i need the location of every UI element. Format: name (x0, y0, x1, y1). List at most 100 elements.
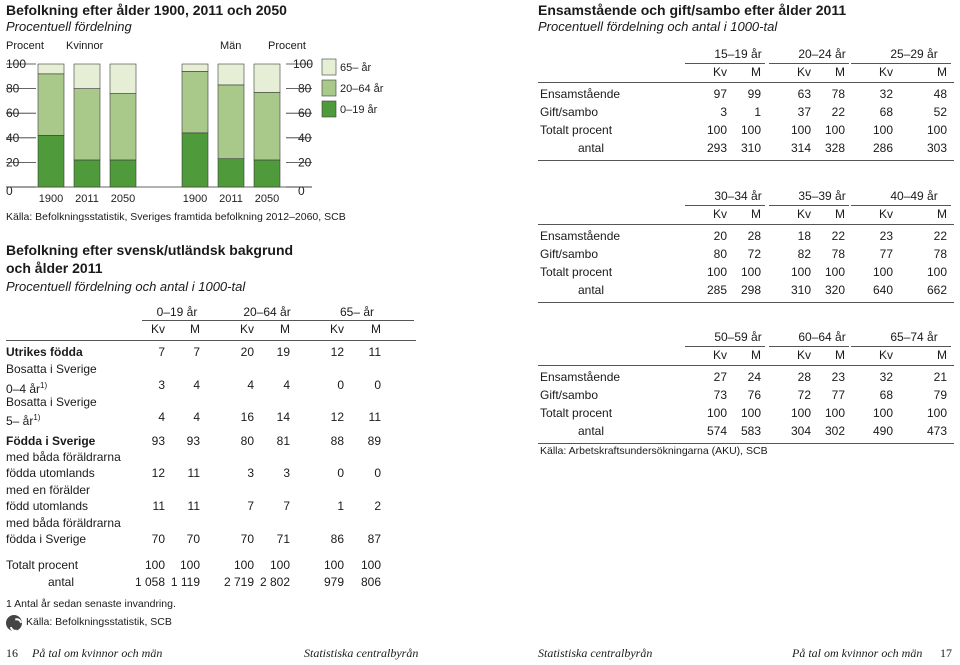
table-cell: 7 (193, 345, 200, 359)
table-cell: 2 719 (223, 575, 254, 589)
row-label: Ensamstående (540, 229, 621, 243)
row-label: Gift/sambo (540, 247, 599, 261)
bar-segment (217, 84, 245, 160)
legend-label: 65– år (340, 62, 372, 74)
footnote-marker: 1) (40, 381, 48, 390)
table-cell: 11 (187, 499, 200, 513)
row-label: med båda föräldrarna (6, 450, 121, 465)
table-cell: 79 (933, 388, 947, 402)
y-tick-label-left: 0 (6, 184, 13, 198)
table-cell: 71 (276, 532, 290, 546)
table-cell: 87 (367, 532, 381, 546)
table-cell: 11 (187, 466, 200, 480)
x-tick-label: 2050 (111, 193, 135, 205)
block-bottom-rule (538, 160, 954, 161)
footnote-marker: 1) (33, 413, 41, 422)
table-cell: 4 (283, 378, 290, 392)
row-label-text: med båda föräldrarna (6, 516, 121, 530)
header-rule (322, 320, 414, 321)
age-group-header: 15–19 år (714, 47, 762, 61)
table-cell: 12 (330, 410, 344, 424)
table-cell: 48 (933, 87, 947, 101)
table-cell: 285 (706, 283, 727, 297)
table-cell: 14 (276, 410, 290, 424)
header-rule (769, 346, 849, 347)
table-cell: 0 (374, 466, 381, 480)
table-cell: 80 (713, 247, 727, 261)
sex-header: M (937, 65, 947, 79)
row-label-text: Bosatta i Sverige (6, 362, 97, 376)
sex-header: Kv (712, 348, 727, 362)
row-label: Totalt procent (540, 123, 613, 137)
bar-segment (109, 159, 137, 188)
table-cell: 93 (186, 434, 200, 448)
sex-header: M (937, 207, 947, 221)
block-bottom-rule (538, 443, 954, 444)
table-cell: 100 (824, 265, 845, 279)
bar-segment (253, 91, 281, 161)
y-tick-label-right: 0 (298, 184, 305, 198)
table-cell: 3 (283, 466, 290, 480)
table-cell: 16 (240, 410, 254, 424)
table-cell: 293 (706, 141, 727, 155)
table-cell: 32 (879, 87, 893, 101)
sex-header: M (371, 322, 381, 336)
bar-segment (37, 73, 65, 136)
table-cell: 310 (790, 283, 811, 297)
age-group-header: 25–29 år (890, 47, 938, 61)
age-group-header: 0–19 år (156, 305, 198, 319)
table-cell: 19 (276, 345, 290, 359)
bar-segment (37, 135, 65, 188)
row-label-text: födda utomlands (6, 466, 95, 480)
sex-header: Kv (150, 322, 165, 336)
age-group-header: 50–59 år (714, 330, 762, 344)
table-cell: 640 (872, 283, 893, 297)
table-cell: 3 (158, 378, 165, 392)
header-rule (851, 63, 951, 64)
sex-header: Kv (796, 65, 811, 79)
bar-segment (73, 159, 101, 188)
table-cell: 100 (926, 406, 947, 420)
bakgrund-title-line2: och ålder 2011 (6, 260, 103, 276)
bakgrund-subtitle: Procentuell fördelning och antal i 1000-… (6, 279, 246, 294)
table-cell: 806 (360, 575, 381, 589)
table-cell: 78 (933, 247, 947, 261)
table-cell: 100 (740, 123, 761, 137)
table-cell: 100 (179, 558, 200, 572)
table-cell: 11 (368, 345, 381, 359)
sex-header: Kv (712, 207, 727, 221)
row-label-text: Födda i Sverige (6, 434, 96, 448)
table-cell: 12 (330, 345, 344, 359)
row-label: Ensamstående (540, 370, 621, 384)
table-cell: 70 (186, 532, 200, 546)
table-cell: 2 (374, 499, 381, 513)
row-label: 0–4 år1) (6, 378, 47, 397)
table-cell: 18 (797, 229, 811, 243)
sex-header: M (751, 65, 761, 79)
row-label: med båda föräldrarna (6, 516, 121, 531)
bar-segment (181, 71, 209, 134)
row-label: Utrikes födda (6, 345, 83, 360)
legend-swatch (321, 79, 337, 97)
table-cell: 583 (740, 424, 761, 438)
header-bottom-rule (538, 224, 954, 225)
table-cell: 1 (337, 499, 344, 513)
civil-source: Källa: Arbetskraftsundersökningarna (AKU… (540, 445, 768, 457)
table-cell: 100 (790, 123, 811, 137)
table-cell: 473 (926, 424, 947, 438)
row-label-text: Utrikes födda (6, 345, 83, 359)
chart-right-axis-label: Procent (268, 40, 306, 52)
bar-segment (73, 88, 101, 161)
table-cell: 70 (240, 532, 254, 546)
right-publication-title: På tal om kvinnor och män (792, 646, 923, 660)
table-cell: 4 (158, 410, 165, 424)
table-cell: 68 (879, 105, 893, 119)
table-cell: 93 (151, 434, 165, 448)
row-label-text: 5– år (6, 414, 34, 428)
x-tick-label: 1900 (183, 193, 207, 205)
sex-header: Kv (796, 207, 811, 221)
table-cell: 0 (337, 378, 344, 392)
table-cell: 490 (872, 424, 893, 438)
legend-swatch (321, 100, 337, 118)
header-rule (142, 320, 234, 321)
